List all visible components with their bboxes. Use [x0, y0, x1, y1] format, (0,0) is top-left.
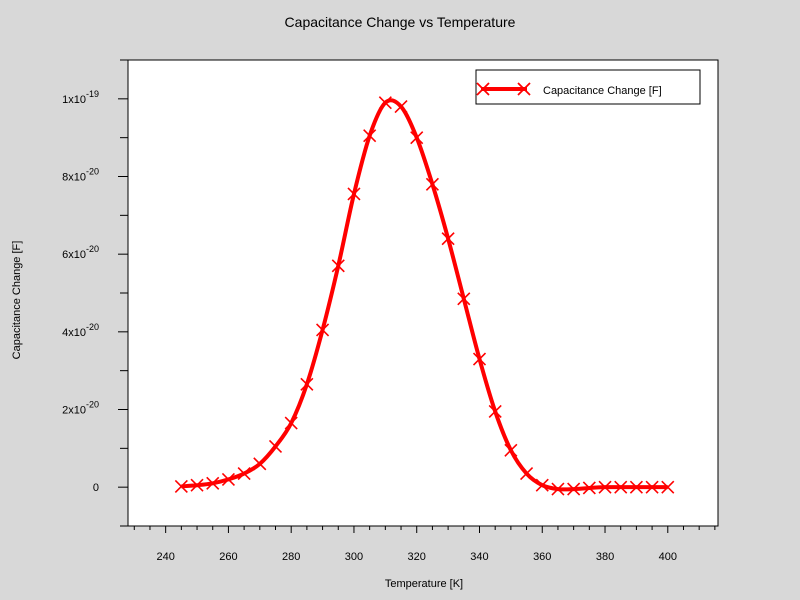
data-point-stroke: [284, 416, 298, 430]
y-tick-label: 4x10-20: [62, 322, 99, 339]
data-point-stroke: [551, 482, 565, 496]
data-point-stroke: [378, 96, 392, 110]
x-tick-label: 240: [156, 551, 174, 563]
data-point-stroke: [519, 467, 534, 481]
data-point-stroke: [488, 404, 502, 419]
data-point: [190, 478, 204, 492]
chart-title: Capacitance Change vs Temperature: [285, 14, 516, 30]
y-tick-label: 0: [93, 482, 99, 494]
data-point-stroke: [206, 476, 220, 490]
data-point-stroke: [645, 480, 659, 494]
y-tick-label: 1x10-19: [62, 89, 99, 106]
data-point: [237, 467, 251, 481]
data-point: [629, 480, 643, 494]
legend-entry: Capacitance Change [F]: [543, 85, 662, 97]
data-point-stroke: [535, 478, 549, 492]
data-point: [504, 443, 518, 457]
data-point: [253, 457, 267, 471]
data-point: [331, 259, 345, 273]
data-point: [347, 187, 361, 201]
data-point-stroke: [268, 439, 283, 453]
x-tick-label: 320: [408, 551, 426, 563]
data-point-stroke: [457, 292, 471, 306]
data-point-stroke: [394, 100, 408, 114]
y-tick-label: 8x10-20: [62, 167, 99, 184]
data-point-stroke: [582, 481, 596, 495]
x-tick-label: 300: [345, 551, 363, 563]
data-point: [221, 472, 235, 486]
data-point-stroke: [190, 478, 204, 492]
data-point-stroke: [472, 352, 487, 366]
data-point-stroke: [661, 480, 675, 494]
data-point-stroke: [347, 187, 361, 201]
data-point: [457, 292, 471, 306]
data-point-stroke: [410, 131, 424, 145]
legend-marker-end: [517, 82, 531, 96]
data-point-stroke: [567, 482, 581, 496]
data-point: [614, 480, 628, 494]
data-point: [300, 377, 314, 391]
data-point-stroke: [598, 480, 612, 494]
data-point-stroke: [316, 323, 330, 337]
data-point-stroke: [614, 480, 628, 494]
data-point: [472, 352, 487, 366]
data-point-stroke: [504, 443, 518, 457]
x-axis: 240 260 280 300 320 340 360 380 400: [133, 526, 716, 563]
data-point: [582, 481, 596, 495]
x-tick-label: 360: [533, 551, 551, 563]
data-point: [567, 482, 581, 496]
y-axis: 0 2x10-20 4x10-20 6x10-20 8x10-20 1x10-19: [62, 59, 128, 527]
legend: Capacitance Change [F]: [475, 69, 701, 105]
data-point: [174, 479, 188, 493]
data-point: [425, 177, 439, 191]
x-tick-label: 340: [470, 551, 488, 563]
legend-marker-start: [476, 82, 490, 96]
data-point: [645, 480, 659, 494]
data-point: [535, 478, 549, 492]
legend-box: [475, 69, 701, 105]
y-tick-label: 2x10-20: [62, 400, 99, 417]
data-point: [551, 482, 565, 496]
data-point: [378, 96, 392, 110]
data-point-stroke: [174, 479, 188, 493]
data-point-stroke: [331, 259, 345, 273]
data-point: [316, 323, 330, 337]
x-tick-label: 260: [219, 551, 237, 563]
data-point-stroke: [629, 480, 643, 494]
data-point: [284, 416, 298, 430]
y-axis-label: Capacitance Change [F]: [11, 241, 23, 360]
x-tick-label: 280: [282, 551, 300, 563]
x-axis-label: Temperature [K]: [385, 578, 463, 590]
data-point: [519, 467, 534, 481]
x-tick-label: 400: [659, 551, 677, 563]
data-point: [410, 131, 424, 145]
data-point: [363, 129, 377, 143]
y-tick-label: 6x10-20: [62, 244, 99, 261]
data-point: [206, 476, 220, 490]
data-point: [598, 480, 612, 494]
data-point: [394, 100, 408, 114]
data-point-stroke: [237, 467, 251, 481]
x-tick-label: 380: [596, 551, 614, 563]
data-point-stroke: [363, 129, 377, 143]
data-point-stroke: [425, 177, 439, 191]
data-point-stroke: [253, 457, 267, 471]
data-point: [441, 232, 455, 246]
data-point-stroke: [221, 472, 235, 486]
data-point-stroke: [300, 377, 314, 391]
data-point: [661, 480, 675, 494]
data-point: [268, 439, 283, 453]
series-layer: [174, 96, 675, 496]
data-point-stroke: [441, 232, 455, 246]
data-point: [488, 404, 502, 419]
plot-area: [127, 59, 719, 527]
